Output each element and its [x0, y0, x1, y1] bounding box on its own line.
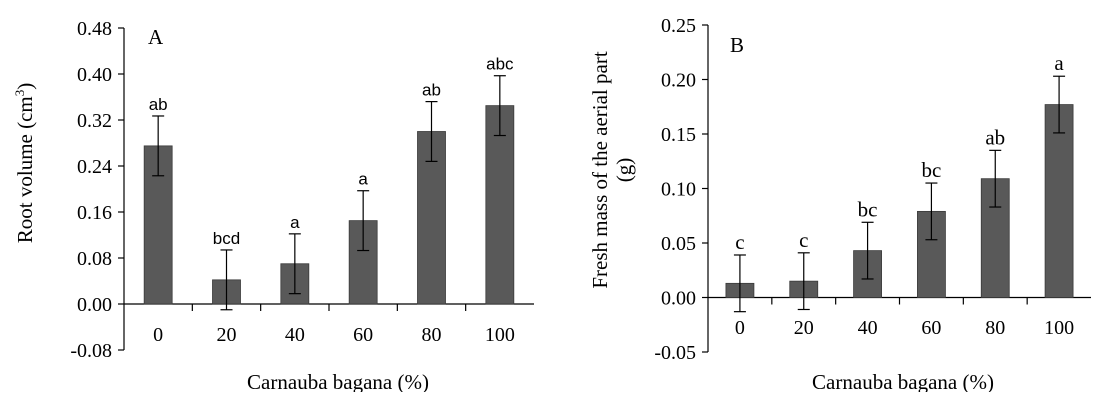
panel-b-x-tick-label: 80	[985, 317, 1005, 339]
panel-b-y-tick-label: 0.15	[661, 124, 696, 146]
panel-a-label: A	[148, 25, 164, 49]
panel-a-x-tick-label: 60	[353, 324, 373, 346]
panel-b-bar	[1044, 104, 1074, 298]
panel-b-x-tick-label: 20	[794, 317, 814, 339]
panel-b-significance-label: a	[1054, 51, 1064, 75]
panel-b-x-tick-label: 40	[858, 317, 878, 339]
panel-a-y-axis-title: Root volume (cm3)	[12, 83, 37, 243]
panel-a: -0.08 0.00 0.08 0.16 0.24 0.32 0.40 0.48 ab 0 bcd 2…	[12, 18, 534, 394]
panel-b-x-tick-label: 60	[921, 317, 941, 339]
panel-a-y-axis-title-sup: 3	[12, 90, 27, 97]
panel-a-y-axis-title-end: )	[13, 83, 37, 90]
panel-b-y-tick-label: 0.05	[661, 233, 696, 255]
panel-a-x-tick-label: 0	[153, 324, 163, 346]
panel-a-significance-label: abc	[486, 55, 514, 74]
panel-a-x-tick-label: 100	[485, 324, 515, 346]
panel-b-significance-label: c	[735, 230, 744, 254]
panel-a-y-tick-label: 0.32	[77, 110, 112, 132]
panel-b-y-axis-title-line2: (g)	[612, 158, 636, 183]
panel-a-significance-label: a	[358, 170, 368, 189]
panel-b-label: B	[730, 33, 744, 57]
panel-a-y-tick-label: -0.08	[70, 340, 112, 362]
panel-a-y-tick-label: 0.24	[77, 156, 112, 178]
panel-a-significance-label: bcd	[213, 229, 240, 248]
panel-a-bar	[485, 105, 515, 305]
panel-b-y-tick-label: 0.20	[661, 70, 696, 92]
panel-b-y-tick-label: 0.25	[661, 15, 696, 37]
panel-b-x-tick-label: 100	[1044, 317, 1074, 339]
panel-a-x-tick-label: 40	[285, 324, 305, 346]
panel-b: -0.05 0.00 0.05 0.10 0.15 0.20 0.25 c 0 c 20 bc 40 bc…	[588, 15, 1091, 394]
panel-a-significance-label: ab	[149, 95, 168, 114]
panel-a-y-tick-label: 0.48	[77, 18, 112, 40]
panel-b-y-tick-label: 0.00	[661, 288, 696, 310]
panel-b-significance-label: ab	[985, 125, 1005, 149]
panel-a-x-axis-title: Carnauba bagana (%)	[247, 370, 429, 392]
panel-a-y-axis-title-main: Root volume (cm	[13, 96, 37, 243]
panel-b-x-tick-label: 0	[735, 317, 745, 339]
panel-a-y-tick-label: 0.16	[77, 202, 112, 224]
panel-b-x-axis-title: Carnauba bagana (%)	[812, 370, 994, 392]
panel-b-significance-label: c	[799, 228, 808, 252]
panel-b-y-axis-title-line1: Fresh mass of the aerial part	[588, 51, 612, 289]
panel-b-y-tick-label: -0.05	[654, 342, 696, 364]
panel-a-significance-label: ab	[422, 81, 441, 100]
panel-a-y-tick-label: 0.00	[77, 294, 112, 316]
panel-a-y-tick-label: 0.08	[77, 248, 112, 270]
panel-a-significance-label: a	[290, 213, 300, 232]
panel-a-y-tick-label: 0.40	[77, 64, 112, 86]
panel-b-significance-label: bc	[922, 158, 942, 182]
panel-b-y-tick-label: 0.10	[661, 179, 696, 201]
panel-a-x-tick-label: 80	[422, 324, 442, 346]
panel-b-plot: -0.05 0.00 0.05 0.10 0.15 0.20 0.25 c 0 c 20 bc 40 bc…	[654, 15, 1091, 364]
panel-a-x-tick-label: 20	[217, 324, 237, 346]
panel-b-significance-label: bc	[858, 197, 878, 221]
panel-a-plot: -0.08 0.00 0.08 0.16 0.24 0.32 0.40 0.48 ab 0 bcd 2…	[70, 18, 534, 362]
